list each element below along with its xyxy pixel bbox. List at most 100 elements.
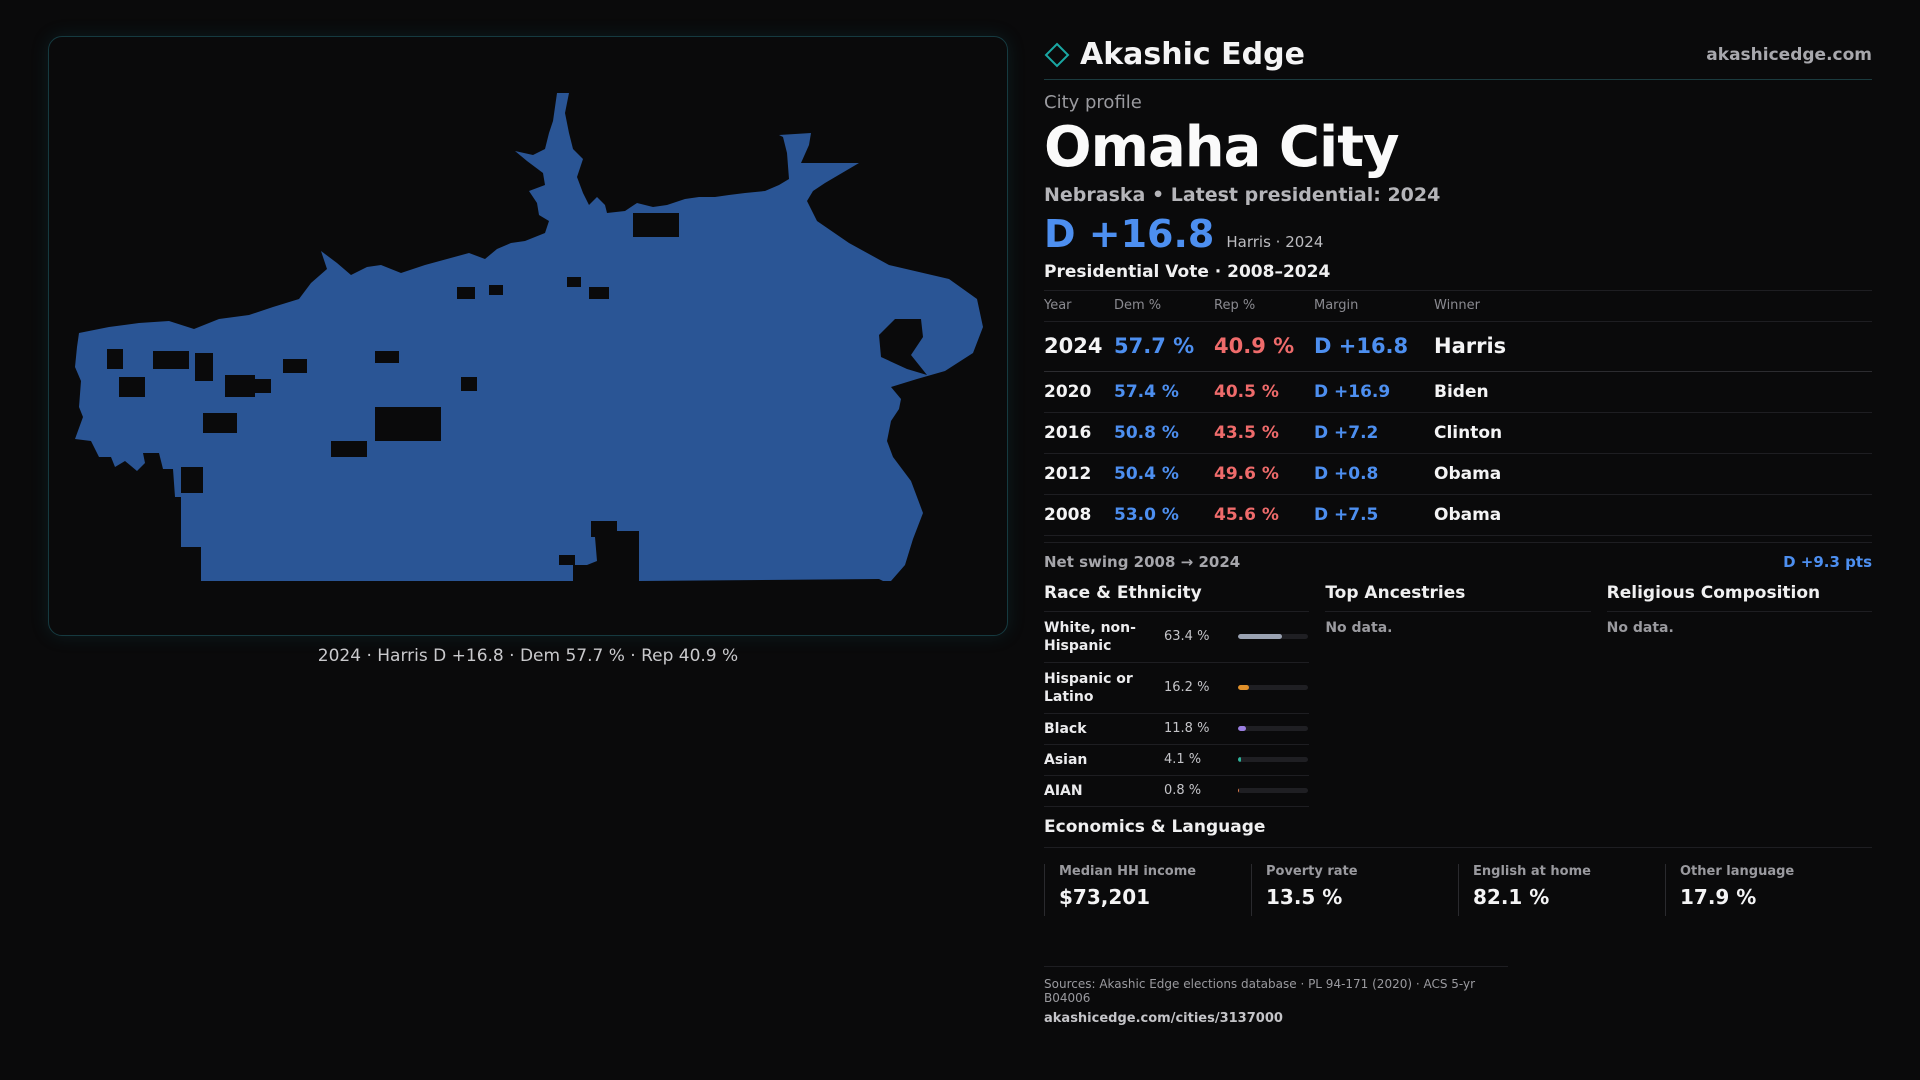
race-pct: 16.2 % — [1164, 680, 1210, 695]
race-row: White, non-Hispanic 63.4 % — [1044, 612, 1310, 663]
economics-title: Economics & Language — [1044, 817, 1872, 848]
race-bar — [1238, 788, 1308, 793]
latest-margin: D +16.8 Harris · 2024 — [1044, 212, 1872, 256]
cell-dem: 57.4 % — [1114, 371, 1214, 413]
cell-dem: 53.0 % — [1114, 494, 1214, 536]
net-swing-label: Net swing 2008 → 2024 — [1044, 552, 1241, 571]
race-row: Asian 4.1 % — [1044, 745, 1310, 776]
net-swing-value: D +9.3 pts — [1783, 552, 1872, 571]
econ-cell-other-language: Other language 17.9 % — [1665, 863, 1872, 916]
header-year: Year — [1044, 291, 1114, 322]
cell-dem: 50.8 % — [1114, 412, 1214, 454]
econ-label: Poverty rate — [1266, 863, 1358, 879]
econ-cell-english: English at home 82.1 % — [1458, 863, 1665, 916]
race-bar — [1238, 757, 1308, 762]
cell-year: 2020 — [1044, 371, 1114, 413]
cell-winner: Clinton — [1434, 412, 1872, 454]
econ-cell-poverty: Poverty rate 13.5 % — [1251, 863, 1458, 916]
econ-cell-income: Median HH income $73,201 — [1044, 863, 1251, 916]
map-caption: 2024 · Harris D +16.8 · Dem 57.7 % · Rep… — [317, 646, 739, 666]
brand-url-link[interactable]: akashicedge.com — [1706, 44, 1872, 65]
religion-empty: No data. — [1606, 619, 1674, 636]
cell-winner: Obama — [1434, 494, 1872, 536]
ancestries-section: Top Ancestries No data. — [1325, 583, 1591, 807]
race-name: Hispanic or Latino — [1044, 670, 1133, 705]
race-row: Hispanic or Latino 16.2 % — [1044, 663, 1310, 714]
cell-margin: D +0.8 — [1314, 453, 1434, 495]
race-bar-fill — [1238, 788, 1239, 793]
brand: Akashic Edge — [1044, 37, 1305, 72]
cell-winner: Obama — [1434, 453, 1872, 495]
diamond-logo-icon — [1044, 42, 1070, 67]
latest-margin-value: D +16.8 — [1044, 212, 1215, 256]
race-bar — [1238, 685, 1308, 690]
cell-margin: D +16.9 — [1314, 371, 1434, 413]
sources-text: Sources: Akashic Edge elections database… — [1044, 976, 1476, 1005]
cell-rep: 45.6 % — [1214, 494, 1314, 536]
brand-header: Akashic Edge akashicedge.com — [1044, 36, 1872, 80]
econ-label: Median HH income — [1059, 863, 1197, 879]
cell-winner: Harris — [1434, 321, 1872, 372]
page-title: Omaha City — [1044, 115, 1399, 180]
city-map-panel — [48, 36, 1008, 636]
race-bar — [1238, 726, 1308, 731]
cell-dem: 50.4 % — [1114, 453, 1214, 495]
header-margin: Margin — [1314, 291, 1434, 322]
econ-value: $73,201 — [1059, 884, 1151, 909]
religion-title: Religious Composition — [1606, 583, 1872, 612]
econ-value: 82.1 % — [1473, 884, 1550, 909]
table-row: 2016 50.8 % 43.5 % D +7.2 Clinton — [1044, 412, 1872, 454]
econ-label: English at home — [1473, 863, 1591, 879]
presidential-vote-title: Presidential Vote · 2008–2024 — [1044, 262, 1872, 291]
race-name: AIAN — [1044, 782, 1083, 799]
ancestries-title: Top Ancestries — [1325, 583, 1591, 612]
cell-year: 2012 — [1044, 453, 1114, 495]
presidential-vote-table: Year Dem % Rep % Margin Winner 2024 57.7… — [1044, 291, 1872, 536]
econ-value: 17.9 % — [1680, 884, 1757, 909]
unincorporated-areas — [107, 213, 679, 565]
race-row: AIAN 0.8 % — [1044, 776, 1310, 807]
cell-rep: 49.6 % — [1214, 453, 1314, 495]
header-dem: Dem % — [1114, 291, 1214, 322]
ancestries-empty: No data. — [1325, 619, 1393, 636]
cell-year: 2024 — [1044, 321, 1114, 372]
net-swing: Net swing 2008 → 2024 D +9.3 pts — [1044, 541, 1872, 571]
table-row: 2020 57.4 % 40.5 % D +16.9 Biden — [1044, 371, 1872, 413]
table-row: 2012 50.4 % 49.6 % D +0.8 Obama — [1044, 453, 1872, 495]
econ-value: 13.5 % — [1266, 884, 1343, 909]
race-pct: 63.4 % — [1164, 629, 1210, 644]
brand-name: Akashic Edge — [1080, 37, 1305, 72]
page-kicker: City profile — [1044, 92, 1142, 113]
city-boundary-shape — [75, 93, 983, 581]
race-bar — [1238, 634, 1308, 639]
page-subtitle: Nebraska • Latest presidential: 2024 — [1044, 184, 1441, 206]
sources-footer: Sources: Akashic Edge elections database… — [1044, 965, 1508, 1026]
economics-grid: Median HH income $73,201 Poverty rate 13… — [1044, 863, 1872, 916]
cell-year: 2016 — [1044, 412, 1114, 454]
race-bar-fill — [1238, 726, 1247, 731]
cell-rep: 43.5 % — [1214, 412, 1314, 454]
city-profile-panel: Akashic Edge akashicedge.com City profil… — [1044, 36, 1872, 1026]
race-ethnicity-section: Race & Ethnicity White, non-Hispanic 63.… — [1044, 583, 1310, 807]
race-bar-fill — [1238, 685, 1250, 690]
race-pct: 0.8 % — [1164, 783, 1202, 798]
demographics-columns: Race & Ethnicity White, non-Hispanic 63.… — [1044, 583, 1872, 807]
econ-label: Other language — [1680, 863, 1795, 879]
cell-winner: Biden — [1434, 371, 1872, 413]
cell-margin: D +16.8 — [1314, 321, 1434, 372]
cell-rep: 40.5 % — [1214, 371, 1314, 413]
race-bar-fill — [1238, 757, 1241, 762]
cell-year: 2008 — [1044, 494, 1114, 536]
race-row: Black 11.8 % — [1044, 714, 1310, 745]
race-name: White, non-Hispanic — [1044, 619, 1136, 654]
cell-margin: D +7.5 — [1314, 494, 1434, 536]
race-name: Asian — [1044, 751, 1088, 768]
latest-margin-note: Harris · 2024 — [1226, 233, 1324, 251]
race-name: Black — [1044, 720, 1087, 737]
header-winner: Winner — [1434, 291, 1872, 322]
cell-rep: 40.9 % — [1214, 321, 1314, 372]
source-url-link[interactable]: akashicedge.com/cities/3137000 — [1044, 1010, 1283, 1026]
race-pct: 11.8 % — [1164, 721, 1210, 736]
race-bar-fill — [1238, 634, 1283, 639]
header-rep: Rep % — [1214, 291, 1314, 322]
